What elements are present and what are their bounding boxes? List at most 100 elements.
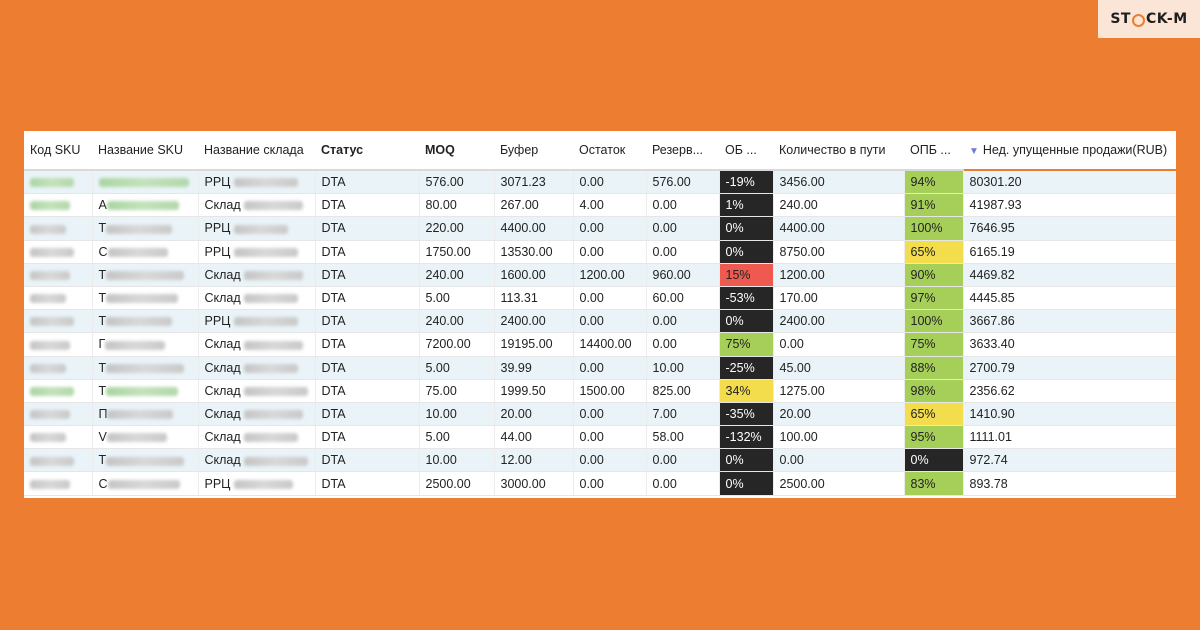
- redacted-text: [233, 224, 288, 234]
- cell-prefix: Т: [98, 221, 107, 236]
- sku-name-cell: А: [92, 193, 199, 218]
- ob-cell: -53%: [719, 286, 774, 311]
- lost-sales-cell: 1410.90: [963, 402, 1176, 427]
- sku-name-cell: С: [92, 240, 199, 264]
- column-header[interactable]: Статус: [315, 131, 419, 171]
- redacted-text: [233, 479, 293, 489]
- column-header[interactable]: Количество в пути: [773, 131, 904, 171]
- opb-cell: 0%: [904, 448, 964, 473]
- redacted-text: [106, 433, 167, 443]
- redacted-text: [106, 224, 173, 234]
- reserve-cell: 0.00: [646, 309, 720, 334]
- column-header[interactable]: MOQ: [419, 131, 494, 171]
- column-header[interactable]: ОПБ ...: [904, 131, 963, 171]
- redacted-text: [244, 340, 304, 350]
- reserve-cell: 10.00: [646, 356, 720, 380]
- lost-sales-cell: 7646.95: [963, 216, 1176, 241]
- column-header[interactable]: Остаток: [573, 131, 646, 171]
- table-row[interactable]: П Склад DTA 10.00 20.00 0.00 7.00 -35% 20.00 65%…: [24, 402, 1176, 427]
- column-header[interactable]: ОБ ...: [719, 131, 773, 171]
- redacted-text: [106, 294, 179, 304]
- stock-cell: 4.00: [573, 193, 647, 218]
- table-row[interactable]: Г Склад DTA 7200.00 19195.00 14400.00 0.00 75%…: [24, 332, 1176, 357]
- opb-cell: 83%: [904, 471, 964, 496]
- opb-cell: 100%: [904, 309, 964, 334]
- table-row[interactable]: С РРЦ DTA 2500.00 3000.00 0.00 0.00 0% 2500.00 8…: [24, 471, 1176, 496]
- lost-sales-cell: 3633.40: [963, 332, 1176, 357]
- redacted-text: [30, 271, 70, 281]
- redacted-text: [244, 363, 299, 373]
- reserve-cell: 60.00: [646, 286, 720, 311]
- redacted-text: [30, 456, 74, 466]
- moq-cell: 7200.00: [419, 332, 495, 357]
- column-header[interactable]: Название SKU: [92, 131, 198, 171]
- cell-prefix: Т: [98, 360, 107, 375]
- warehouse-cell: Склад: [198, 263, 316, 287]
- redacted-text: [233, 317, 298, 327]
- table-row[interactable]: Т Склад DTA 240.00 1600.00 1200.00 960.00 15% 1…: [24, 263, 1176, 287]
- logo-o-circle-icon: [1131, 13, 1145, 27]
- reserve-cell: 576.00: [646, 170, 720, 195]
- cell-prefix: Склад: [204, 430, 241, 445]
- sku-code-cell: [24, 240, 93, 264]
- table-row[interactable]: Т Склад DTA 5.00 39.99 0.00 10.00 -25% 45.00 88%…: [24, 356, 1176, 380]
- ob-cell: 0%: [719, 309, 774, 334]
- moq-cell: 80.00: [419, 193, 495, 218]
- opb-cell: 100%: [904, 216, 964, 241]
- moq-cell: 5.00: [419, 425, 495, 450]
- buffer-cell: 1999.50: [494, 379, 574, 403]
- sku-name-cell: Т: [92, 263, 199, 287]
- table-row[interactable]: С РРЦ DTA 1750.00 13530.00 0.00 0.00 0% 8750.00…: [24, 240, 1176, 264]
- column-header-label: Статус: [321, 143, 364, 157]
- buffer-cell: 20.00: [494, 402, 574, 427]
- ob-cell: 0%: [719, 471, 774, 496]
- stock-cell: 0.00: [573, 448, 647, 473]
- redacted-text: [106, 386, 179, 396]
- redacted-text: [30, 479, 70, 489]
- sku-code-cell: [24, 471, 93, 496]
- ob-cell: -25%: [719, 356, 774, 380]
- moq-cell: 220.00: [419, 216, 495, 241]
- redacted-text: [106, 271, 185, 281]
- redacted-text: [233, 178, 298, 188]
- table-row[interactable]: Т Склад DTA 10.00 12.00 0.00 0.00 0% 0.00 0% 972.…: [24, 448, 1176, 473]
- stock-cell: 0.00: [573, 356, 647, 380]
- table-row[interactable]: Т Склад DTA 5.00 113.31 0.00 60.00 -53% 170.00 9…: [24, 286, 1176, 311]
- ob-cell: 34%: [719, 379, 774, 403]
- stock-m-logo: ST CK-M: [1098, 0, 1200, 38]
- redacted-text: [107, 410, 174, 420]
- cell-prefix: Склад: [204, 291, 241, 306]
- ob-cell: 1%: [719, 193, 774, 218]
- column-header[interactable]: Буфер: [494, 131, 573, 171]
- opb-cell: 88%: [904, 356, 964, 380]
- column-header[interactable]: Название склада: [198, 131, 315, 171]
- sku-code-cell: [24, 379, 93, 403]
- moq-cell: 5.00: [419, 356, 495, 380]
- column-header[interactable]: Код SKU: [24, 131, 92, 171]
- redacted-text: [244, 410, 304, 420]
- ob-cell: 15%: [719, 263, 774, 287]
- buffer-cell: 12.00: [494, 448, 574, 473]
- warehouse-cell: РРЦ: [198, 170, 316, 195]
- table-row[interactable]: Т РРЦ DTA 220.00 4400.00 0.00 0.00 0% 4400.00 10…: [24, 216, 1176, 241]
- column-header[interactable]: ▼ Нед. упущенные продажи(RUB): [963, 131, 1176, 171]
- status-cell: DTA: [315, 332, 420, 357]
- column-header[interactable]: Резерв...: [646, 131, 719, 171]
- moq-cell: 75.00: [419, 379, 495, 403]
- table-row[interactable]: РРЦ DTA 576.00 3071.23 0.00 576.00 -19% 3456.0…: [24, 170, 1176, 195]
- stock-cell: 14400.00: [573, 332, 647, 357]
- table-row[interactable]: А Склад DTA 80.00 267.00 4.00 0.00 1% 240.00 91%…: [24, 193, 1176, 218]
- column-header-label: ОПБ ...: [910, 143, 951, 157]
- stock-cell: 0.00: [573, 471, 647, 496]
- buffer-cell: 19195.00: [494, 332, 574, 357]
- table-row[interactable]: Т Склад DTA 75.00 1999.50 1500.00 825.00 34% 12…: [24, 379, 1176, 403]
- reserve-cell: 0.00: [646, 332, 720, 357]
- sku-code-cell: [24, 286, 93, 311]
- stock-cell: 0.00: [573, 240, 647, 264]
- sku-name-cell: Т: [92, 309, 199, 334]
- table-row[interactable]: Т РРЦ DTA 240.00 2400.00 0.00 0.00 0% 2400.00 10…: [24, 309, 1176, 334]
- table-row[interactable]: V Склад DTA 5.00 44.00 0.00 58.00 -132% 100.00 9…: [24, 425, 1176, 450]
- cell-prefix: П: [98, 406, 108, 421]
- ob-cell: 0%: [719, 448, 774, 473]
- redacted-text: [30, 410, 70, 420]
